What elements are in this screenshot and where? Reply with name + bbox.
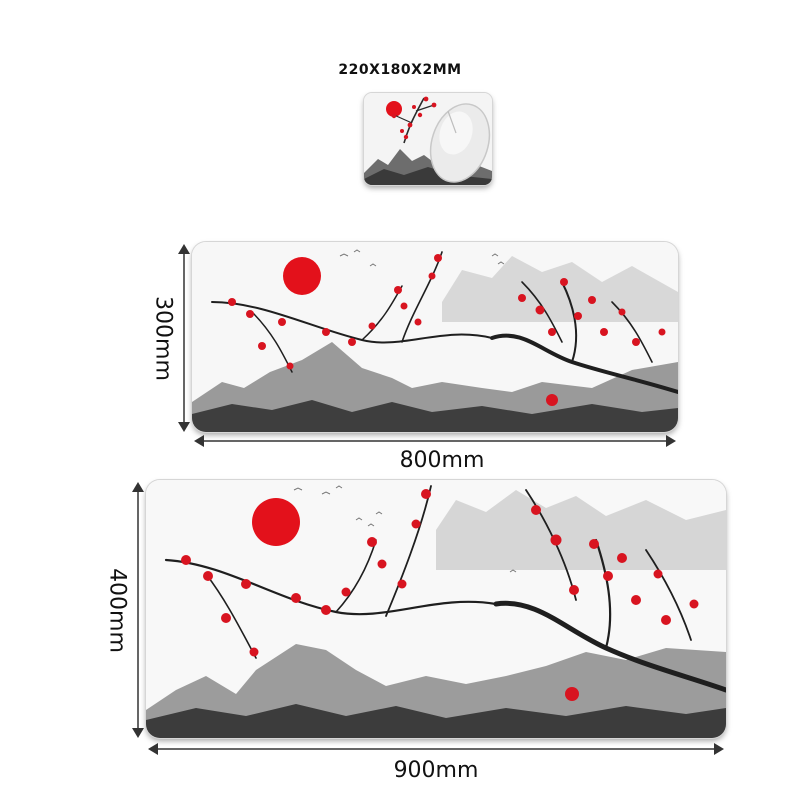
- large-mousepad-image: [146, 480, 726, 738]
- large-pad-width-label: 900mm: [393, 758, 479, 783]
- large-pad-height-arrow: [132, 482, 144, 738]
- medium-pad-height-label: 300mm: [150, 296, 176, 381]
- medium-pad-width-label: 800mm: [399, 448, 485, 473]
- medium-mousepad-image: [192, 242, 678, 432]
- large-pad-height-label: 400mm: [104, 568, 130, 653]
- medium-pad-width-arrow: [194, 435, 676, 447]
- medium-pad-height-arrow: [178, 244, 190, 432]
- large-pad-width-arrow: [148, 743, 724, 755]
- small-mousepad-image: [364, 93, 492, 185]
- small-pad-size-label: 220X180X2MM: [338, 62, 462, 78]
